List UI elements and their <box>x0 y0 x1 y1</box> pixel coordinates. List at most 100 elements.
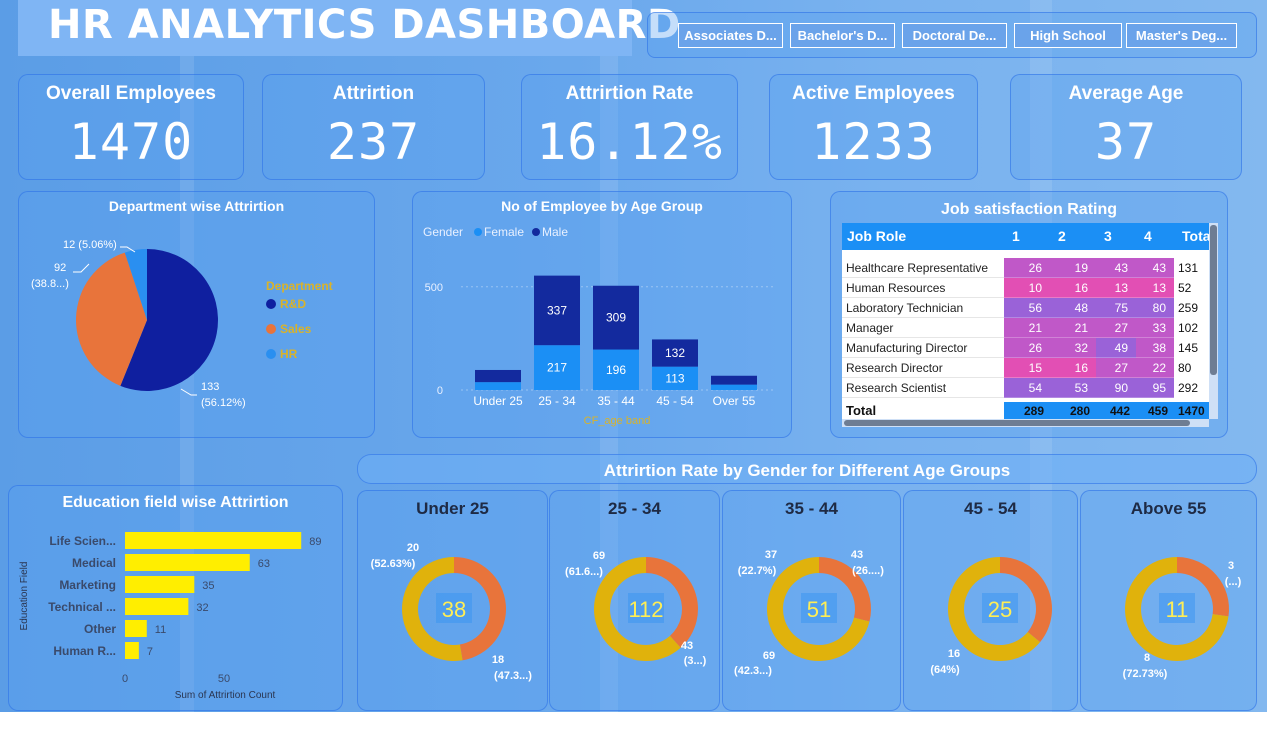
donut-center-value: 11 <box>1166 597 1189 622</box>
table-row-label: Manufacturing Director <box>842 338 1004 358</box>
kpi-label: Average Age <box>1011 83 1241 105</box>
data-label-male-pct: (72.73%) <box>1123 668 1168 680</box>
table-heat-cell: 90 <box>1096 378 1136 398</box>
table-heat-cell: 27 <box>1096 358 1136 378</box>
table-header-cell: Job Role <box>842 223 1004 250</box>
data-label-sales-pct: (38.8...) <box>31 278 69 290</box>
age-group-panel: No of Employee by Age Group Gender Female… <box>412 191 792 438</box>
scrollbar-thumb[interactable] <box>844 420 1190 426</box>
data-label-male: 37 <box>765 549 777 561</box>
table-heat-cell: 13 <box>1136 278 1174 298</box>
table-heat-cell: 53 <box>1050 378 1096 398</box>
y-tick-label: 0 <box>437 385 443 397</box>
table-row-total: 292 <box>1174 378 1209 398</box>
data-label-rnd: 133 <box>201 381 219 393</box>
kpi-value: 237 <box>263 113 484 171</box>
department-attrition-panel: Department wise Attrirtion 133 (56.12%) 92… <box>18 191 375 438</box>
data-label-male: 132 <box>665 346 685 360</box>
table-row-total: 80 <box>1174 358 1209 378</box>
slicer-button-bachelors[interactable]: Bachelor's D... <box>790 23 895 48</box>
job-satisfaction-table: Job Role 1 2 3 4 Tota Healthcare Representativ… <box>842 223 1209 419</box>
page-title: HR ANALYTICS DASHBOARD <box>48 2 681 48</box>
table-total-cell: 442 <box>1096 402 1136 419</box>
x-tick-label: 0 <box>122 673 128 685</box>
bar-male <box>711 376 757 385</box>
donut-panel: Under 25 38 20 (52.63%) 18 (47.3...) <box>357 490 548 711</box>
data-label-male: 337 <box>547 303 567 317</box>
table-heat-cell: 21 <box>1004 318 1050 338</box>
kpi-label: Attrirtion <box>263 83 484 105</box>
bar <box>125 576 194 593</box>
table-heat-cell: 80 <box>1136 298 1174 318</box>
table-total-cell: 459 <box>1136 402 1174 419</box>
table-total-cell: 289 <box>1004 402 1050 419</box>
table-row-label: Manager <box>842 318 1004 338</box>
table-row-total: 259 <box>1174 298 1209 318</box>
legend-marker-rd <box>266 299 276 309</box>
data-label-female-pct: (3...) <box>684 655 707 667</box>
kpi-value: 1233 <box>770 113 977 171</box>
legend-item-label: R&D <box>280 297 306 311</box>
slicer-button-associates[interactable]: Associates D... <box>678 23 783 48</box>
y-tick-label: Technical ... <box>48 600 116 614</box>
data-label-male-pct: (61.6...) <box>565 566 603 578</box>
legend-item-label: Male <box>542 225 568 239</box>
table-heat-cell: 95 <box>1136 378 1174 398</box>
table-heat-cell: 33 <box>1136 318 1174 338</box>
table-header-cell: 4 <box>1136 223 1174 250</box>
kpi-label: Overall Employees <box>19 83 243 105</box>
slicer-button-masters[interactable]: Master's Deg... <box>1126 23 1237 48</box>
data-label-rnd-pct: (56.12%) <box>201 397 246 409</box>
slicer-button-doctoral[interactable]: Doctoral De... <box>902 23 1007 48</box>
table-header-cell: 3 <box>1096 223 1136 250</box>
data-label-male: 20 <box>407 542 419 554</box>
vertical-scrollbar[interactable] <box>1209 223 1218 419</box>
data-label-female: 113 <box>665 371 684 385</box>
bar <box>125 598 188 615</box>
section-title: Attrirtion Rate by Gender for Different … <box>358 461 1256 481</box>
x-tick-label: 35 - 44 <box>597 394 635 408</box>
legend-item-label: Sales <box>280 322 312 336</box>
data-label-extra: 69 <box>763 650 775 662</box>
table-row-total: 145 <box>1174 338 1209 358</box>
table-heat-cell: 16 <box>1050 358 1096 378</box>
table-row-label: Research Director <box>842 358 1004 378</box>
bar <box>125 554 250 571</box>
slicer-button-high-school[interactable]: High School <box>1014 23 1122 48</box>
donut-section-header: Attrirtion Rate by Gender for Different … <box>357 454 1257 484</box>
bar-female <box>475 382 521 390</box>
age-group-bar-chart: Gender Female Male0500Under 2521733725 - 3… <box>413 192 793 439</box>
table-heat-cell: 16 <box>1050 278 1096 298</box>
y-tick-label: 500 <box>425 282 443 294</box>
bar <box>125 620 147 637</box>
kpi-card-attrition-rate: Attrirtion Rate 16.12% <box>521 74 738 180</box>
horizontal-scrollbar[interactable] <box>842 419 1209 427</box>
data-label-female: 3 <box>1228 560 1234 572</box>
x-axis-title: Sum of Attrirtion Count <box>175 690 276 701</box>
bar-male <box>475 370 521 382</box>
chart-title: Job satisfaction Rating <box>831 201 1227 219</box>
data-label: 11 <box>155 624 166 636</box>
kpi-value: 16.12% <box>522 113 737 171</box>
table-heat-cell: 49 <box>1096 338 1136 358</box>
department-pie-chart: 133(56.12%)92(38.8...)12 (5.06%)Departme… <box>19 192 376 439</box>
kpi-card-attrition: Attrirtion 237 <box>262 74 485 180</box>
kpi-value: 37 <box>1011 113 1241 171</box>
scrollbar-thumb[interactable] <box>1210 225 1217 375</box>
donut-panel: 25 - 34 112 69 (61.6...) 43 (3...) <box>549 490 720 711</box>
donut-panel: 45 - 54 25 16 (64%) <box>903 490 1078 711</box>
legend-title: Gender <box>423 225 463 239</box>
data-label-male-pct: (64%) <box>930 664 960 676</box>
data-label-male-pct: (52.63%) <box>371 558 416 570</box>
bar <box>125 642 139 659</box>
leader-line <box>73 264 89 272</box>
table-header-cell: 1 <box>1004 223 1050 250</box>
y-tick-label: Human R... <box>53 644 116 658</box>
data-label: 32 <box>196 602 208 614</box>
y-tick-label: Marketing <box>59 578 116 592</box>
x-axis-title: CF_age band <box>584 415 651 427</box>
legend-item-label: Female <box>484 225 524 239</box>
table-header-cell: Tota <box>1174 223 1209 250</box>
table-heat-cell: 26 <box>1004 338 1050 358</box>
table-row-label: Laboratory Technician <box>842 298 1004 318</box>
